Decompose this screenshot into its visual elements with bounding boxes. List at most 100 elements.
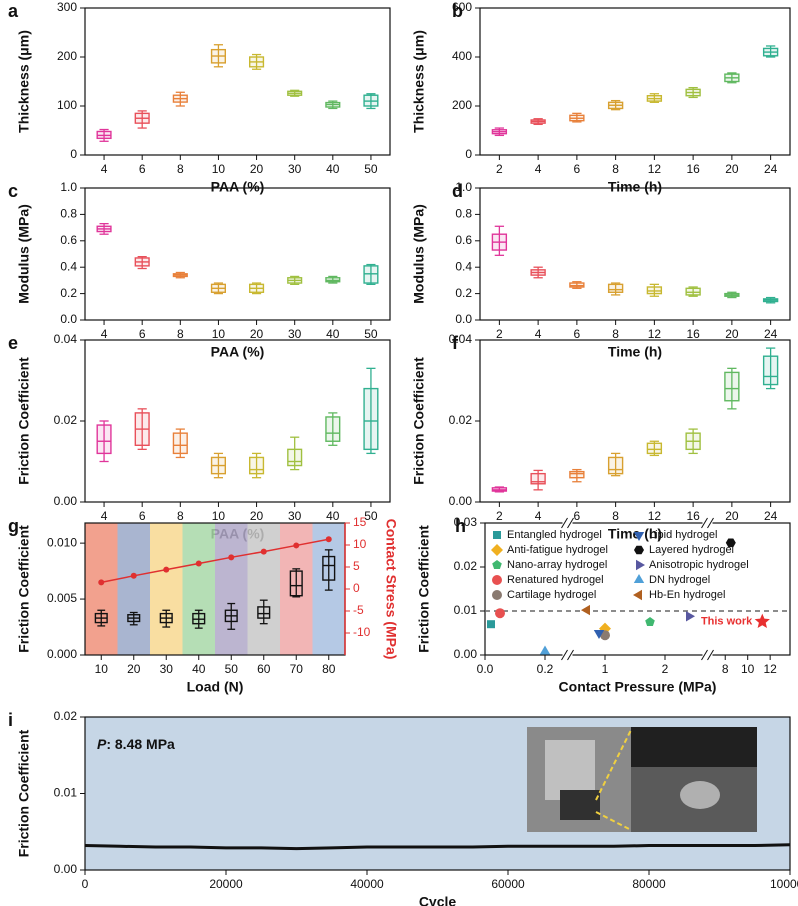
panel-label: c [8,181,18,201]
photo-plate [631,727,757,767]
box [287,448,303,467]
y-tick-label: 0.00 [454,647,478,661]
x-tick-label: 60000 [491,877,525,891]
y-tick-label: 0.4 [60,259,77,273]
box [248,456,265,475]
panel-label: b [452,1,463,21]
x-tick-label: 16 [686,509,700,523]
x-tick-label: 2 [662,662,669,676]
category-band [247,523,280,655]
x-tick-label: 0 [82,877,89,891]
y-tick-label: 0.4 [455,259,472,273]
x-tick-label: 12 [648,509,662,523]
box [607,456,624,475]
box [325,416,341,442]
zoom-line [595,811,632,831]
legend-label: Nano-array hydrogel [507,559,607,571]
x-tick-label: 20 [725,162,739,176]
y-tick-label: 0.00 [449,494,473,508]
data-point [593,630,605,639]
y-axis-label: Friction Coefficient [16,525,32,653]
annotation: P: 8.48 MPa [97,736,175,752]
y-tick-label: 0.01 [54,786,78,800]
break-mark [567,649,574,661]
y-tick-label: 0.6 [455,233,472,247]
y-tick-label: 0 [70,147,77,161]
x-tick-label: 4 [535,162,542,176]
stress-point [293,542,300,549]
data-point [645,617,655,626]
x-tick-label: 4 [101,509,108,523]
x-tick-label: 80000 [632,877,666,891]
y-tick-label: 0.0 [60,312,77,326]
x-tick-label: 2 [496,162,503,176]
legend-label: Anisotropic hydrogel [649,559,749,571]
box [172,432,188,455]
x-tick-label: 20 [725,509,739,523]
y-tick-label: 1.0 [60,180,77,194]
stress-line [101,538,329,584]
y-axis-label: Friction Coefficient [16,729,32,857]
x-tick-label: 4 [101,162,108,176]
legend-label: Lipid hydrogel [649,529,718,541]
x-tick-label: 10 [212,327,226,341]
y-tick-label: 1.0 [455,180,472,194]
data-point [725,538,736,548]
highlight-label: This work [701,615,753,627]
y-tick-label: 0.6 [60,233,77,247]
legend-marker [633,574,645,583]
x-tick-label: 0.2 [537,662,554,676]
x-tick-label: 1 [602,662,609,676]
x-tick-label: 16 [686,162,700,176]
x-tick-label: 6 [139,162,146,176]
legend-label: Anti-fatigue hydrogel [507,544,608,556]
y2-tick-label: 0 [353,581,360,595]
stress-point [130,572,137,579]
panel-label: e [8,333,18,353]
friction-line [84,843,791,851]
y-tick-label: 600 [452,0,472,14]
plot-frame [84,716,791,871]
y-tick-label: 0 [465,147,472,161]
x-tick-label: 20000 [209,877,243,891]
legend-label: Entangled hydrogel [507,529,602,541]
y-tick-label: 0.8 [455,207,472,221]
legend-label: DN hydrogel [649,574,710,586]
axis-break [562,520,573,526]
x-tick-label: 4 [535,509,542,523]
x-tick-label: 8 [722,662,729,676]
x-axis-label: PAA (%) [211,344,265,360]
legend-marker [633,589,642,601]
x-tick-label: 6 [574,162,581,176]
legend-label: Cartilage hydrogel [507,589,596,601]
x-tick-label: 40000 [350,877,384,891]
y-tick-label: 0.2 [60,286,77,300]
y-tick-label: 0.8 [60,207,77,221]
y-tick-label: 0.2 [455,286,472,300]
x-tick-label: 10 [212,162,226,176]
x-tick-label: 30 [160,662,174,676]
panel-label: f [452,333,459,353]
x-tick-label: 4 [101,327,108,341]
legend-label: Layered hydrogel [649,544,734,556]
x-tick-label: 20 [250,162,264,176]
legend-marker [493,531,501,539]
box [569,470,585,479]
box [289,570,303,597]
x-tick-label: 20 [127,662,141,676]
stress-point [325,536,332,543]
x-tick-label: 20 [250,327,264,341]
legend-marker [492,575,502,585]
x-tick-label: 8 [177,509,184,523]
x-tick-label: 50 [225,662,239,676]
box [96,424,112,455]
axis-break [562,652,573,658]
box [257,606,271,619]
x-tick-label: 24 [764,162,778,176]
plot-frame [479,7,791,156]
plot-frame [84,7,391,156]
x-axis-label: Cycle [419,894,457,906]
break-mark [707,517,714,529]
x-tick-label: 6 [139,509,146,523]
y-tick-label: 100 [57,98,77,112]
